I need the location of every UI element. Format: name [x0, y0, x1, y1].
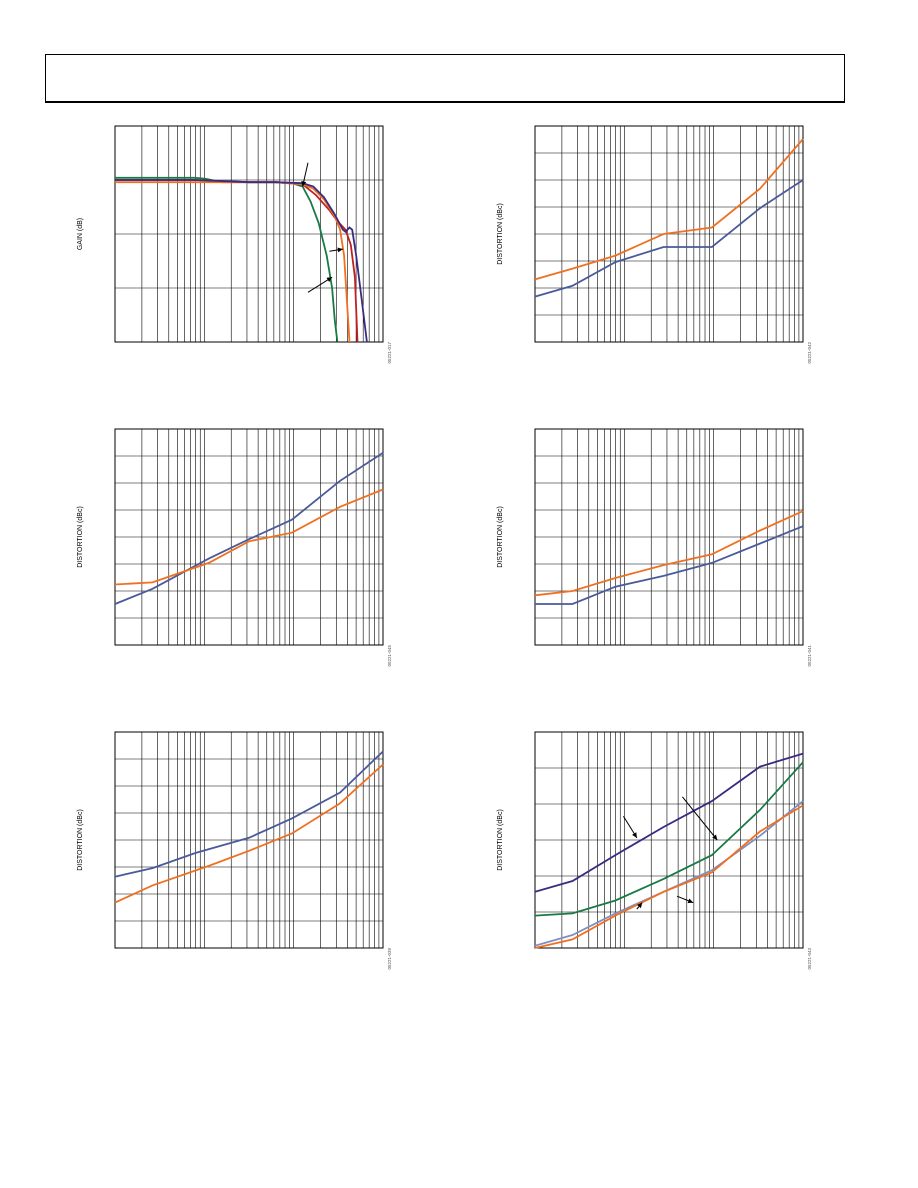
series-line-green	[115, 176, 339, 343]
chart-distortion-right-1: DISTORTION (dBc) 05221-042	[497, 125, 812, 364]
annotation-arrowhead	[326, 277, 333, 282]
annotation-arrowhead	[637, 902, 643, 909]
figure-code: 05221-045	[387, 645, 392, 667]
series-line-green	[534, 761, 804, 917]
figure-gain-response: GAIN (dB) 05221-017	[70, 118, 410, 364]
series-line-navy	[115, 179, 368, 343]
series-line-blue	[114, 452, 384, 605]
y-axis-label: DISTORTION (dBc)	[77, 506, 84, 568]
series-line-orange	[114, 488, 384, 586]
figure-distortion-right-2: DISTORTION (dBc) 05221-041	[490, 421, 830, 667]
figure-distortion-right-1: DISTORTION (dBc) 05221-042	[490, 118, 830, 364]
plot-area	[534, 428, 804, 646]
series-line-orange	[534, 510, 804, 597]
y-axis-label: DISTORTION (dBc)	[497, 506, 504, 568]
series-line-orange	[534, 804, 804, 949]
chart-distortion-left-2: DISTORTION (dBc) 05221-045	[77, 428, 392, 667]
plot-area	[114, 428, 384, 646]
plot-area	[534, 125, 804, 343]
y-axis-label: GAIN (dB)	[77, 218, 84, 250]
chart-distortion-right-2: DISTORTION (dBc) 05221-041	[497, 428, 812, 667]
chart-distortion-left-3: DISTORTION (dBc) 05221-039	[77, 731, 392, 970]
series-line-blue	[114, 750, 384, 878]
figure-code: 05221-042	[807, 342, 812, 364]
annotation-arrowhead	[301, 181, 307, 187]
annotation-arrowhead	[712, 834, 718, 840]
figure-code: 05221-041	[807, 645, 812, 667]
plot-area	[114, 125, 384, 343]
figure-distortion-right-3: DISTORTION (dBc) 05221-043	[490, 724, 830, 970]
figure-code: 05221-017	[387, 342, 392, 364]
y-axis-label: DISTORTION (dBc)	[77, 809, 84, 871]
plot-area	[534, 731, 804, 949]
annotation-arrow	[682, 796, 718, 841]
y-axis-label: DISTORTION (dBc)	[497, 809, 504, 871]
chart-gain-response: GAIN (dB) 05221-017	[77, 125, 392, 364]
plot-area	[114, 731, 384, 949]
series-line-orange	[114, 763, 384, 904]
page-header-box	[45, 54, 845, 103]
annotation-arrowhead	[687, 898, 694, 904]
figure-code: 05221-043	[807, 948, 812, 970]
figure-distortion-left-2: DISTORTION (dBc) 05221-045	[70, 421, 410, 667]
series-line-blue	[534, 179, 804, 298]
y-axis-label: DISTORTION (dBc)	[497, 203, 504, 265]
figure-code: 05221-039	[387, 948, 392, 970]
annotation-arrowhead	[337, 247, 343, 253]
series-line-navy	[534, 752, 804, 893]
annotation-arrowhead	[632, 832, 637, 838]
chart-distortion-right-3: DISTORTION (dBc) 05221-043	[497, 731, 812, 970]
series-line-blue	[535, 525, 804, 605]
series-line-orange	[534, 138, 804, 281]
figure-distortion-left-3: DISTORTION (dBc) 05221-039	[70, 724, 410, 970]
